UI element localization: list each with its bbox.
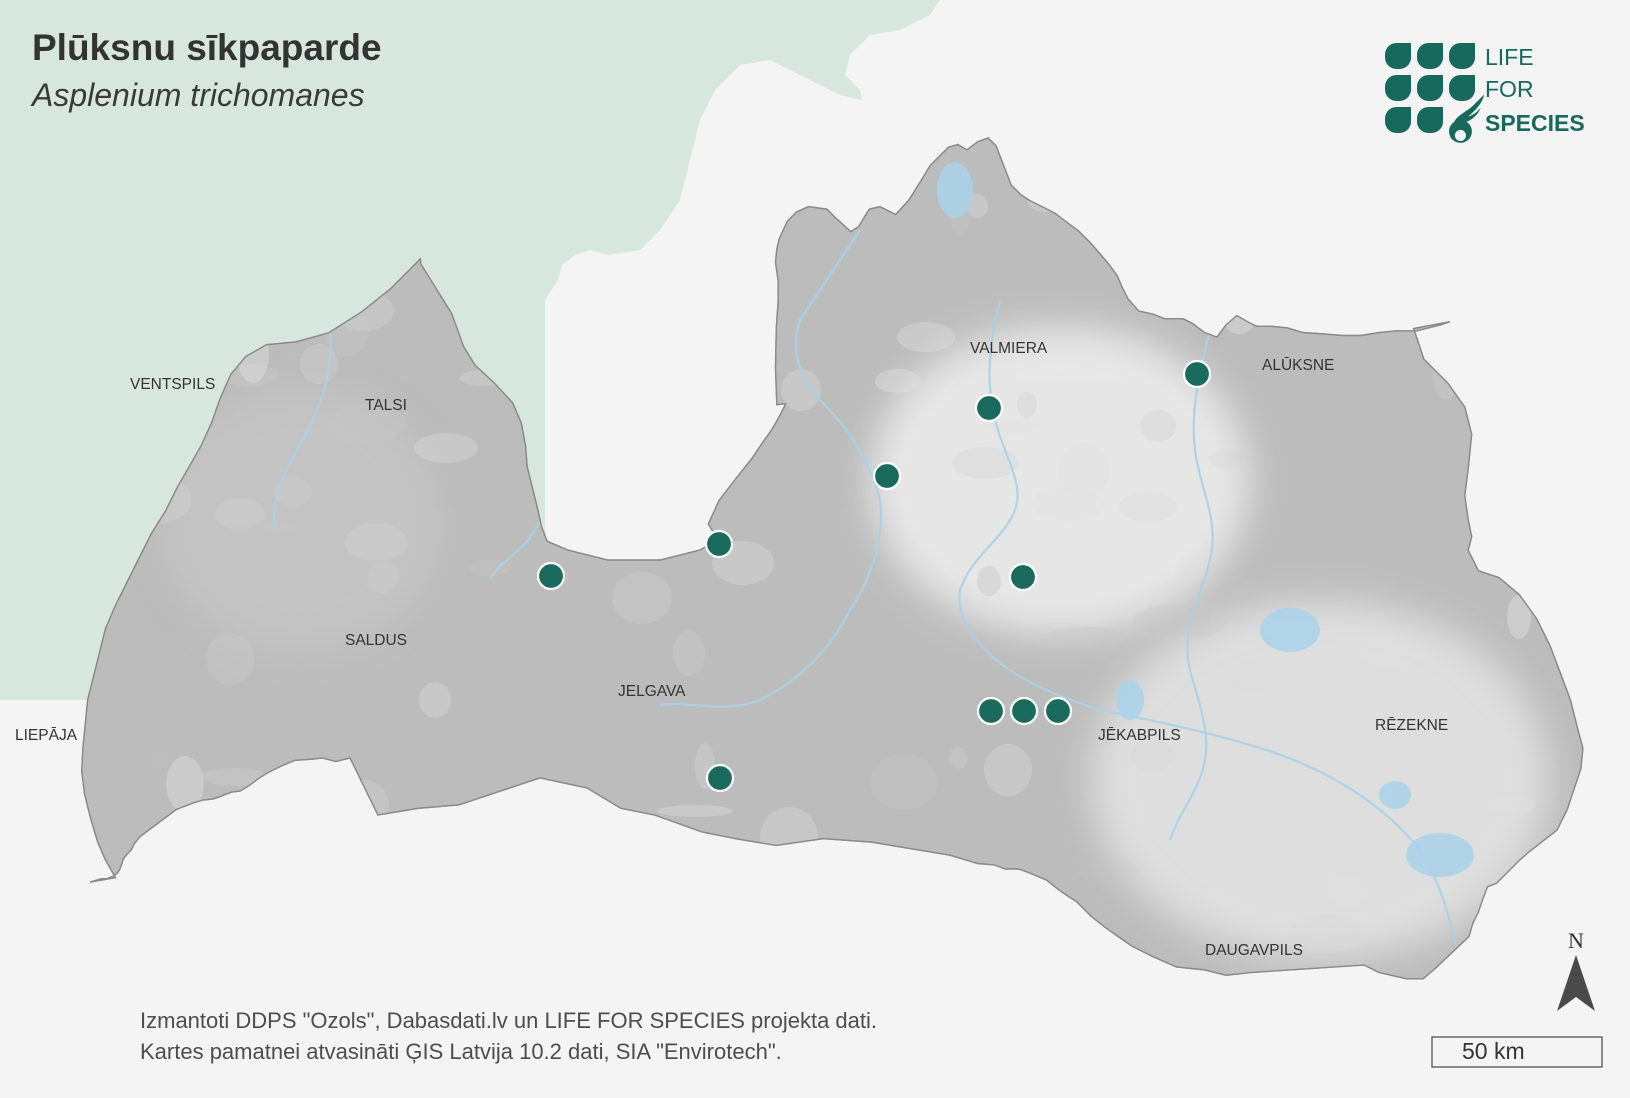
svg-text:Izmantoti DDPS "Ozols", Dabasd: Izmantoti DDPS "Ozols", Dabasdati.lv un … [140, 1008, 877, 1033]
svg-text:SPECIES: SPECIES [1485, 110, 1585, 136]
svg-text:N: N [1568, 928, 1584, 953]
svg-text:JĒKABPILS: JĒKABPILS [1098, 727, 1181, 744]
svg-text:VENTSPILS: VENTSPILS [130, 376, 215, 393]
svg-text:ALŪKSNE: ALŪKSNE [1262, 357, 1334, 374]
svg-text:Plūksnu sīkpaparde: Plūksnu sīkpaparde [32, 27, 382, 68]
svg-text:DAUGAVPILS: DAUGAVPILS [1205, 942, 1303, 959]
svg-text:Kartes pamatnei atvasināti ĢIS: Kartes pamatnei atvasināti ĢIS Latvija 1… [140, 1039, 782, 1064]
svg-text:SALDUS: SALDUS [345, 632, 407, 649]
svg-text:LIEPĀJA: LIEPĀJA [15, 727, 78, 744]
svg-text:LIFE: LIFE [1485, 44, 1534, 70]
svg-text:JELGAVA: JELGAVA [618, 683, 686, 700]
svg-text:50 km: 50 km [1462, 1038, 1525, 1064]
svg-text:RĒZEKNE: RĒZEKNE [1375, 717, 1448, 734]
svg-text:TALSI: TALSI [365, 397, 407, 414]
svg-text:FOR: FOR [1485, 76, 1534, 102]
svg-text:VALMIERA: VALMIERA [970, 340, 1048, 357]
svg-text:Asplenium trichomanes: Asplenium trichomanes [30, 77, 365, 113]
